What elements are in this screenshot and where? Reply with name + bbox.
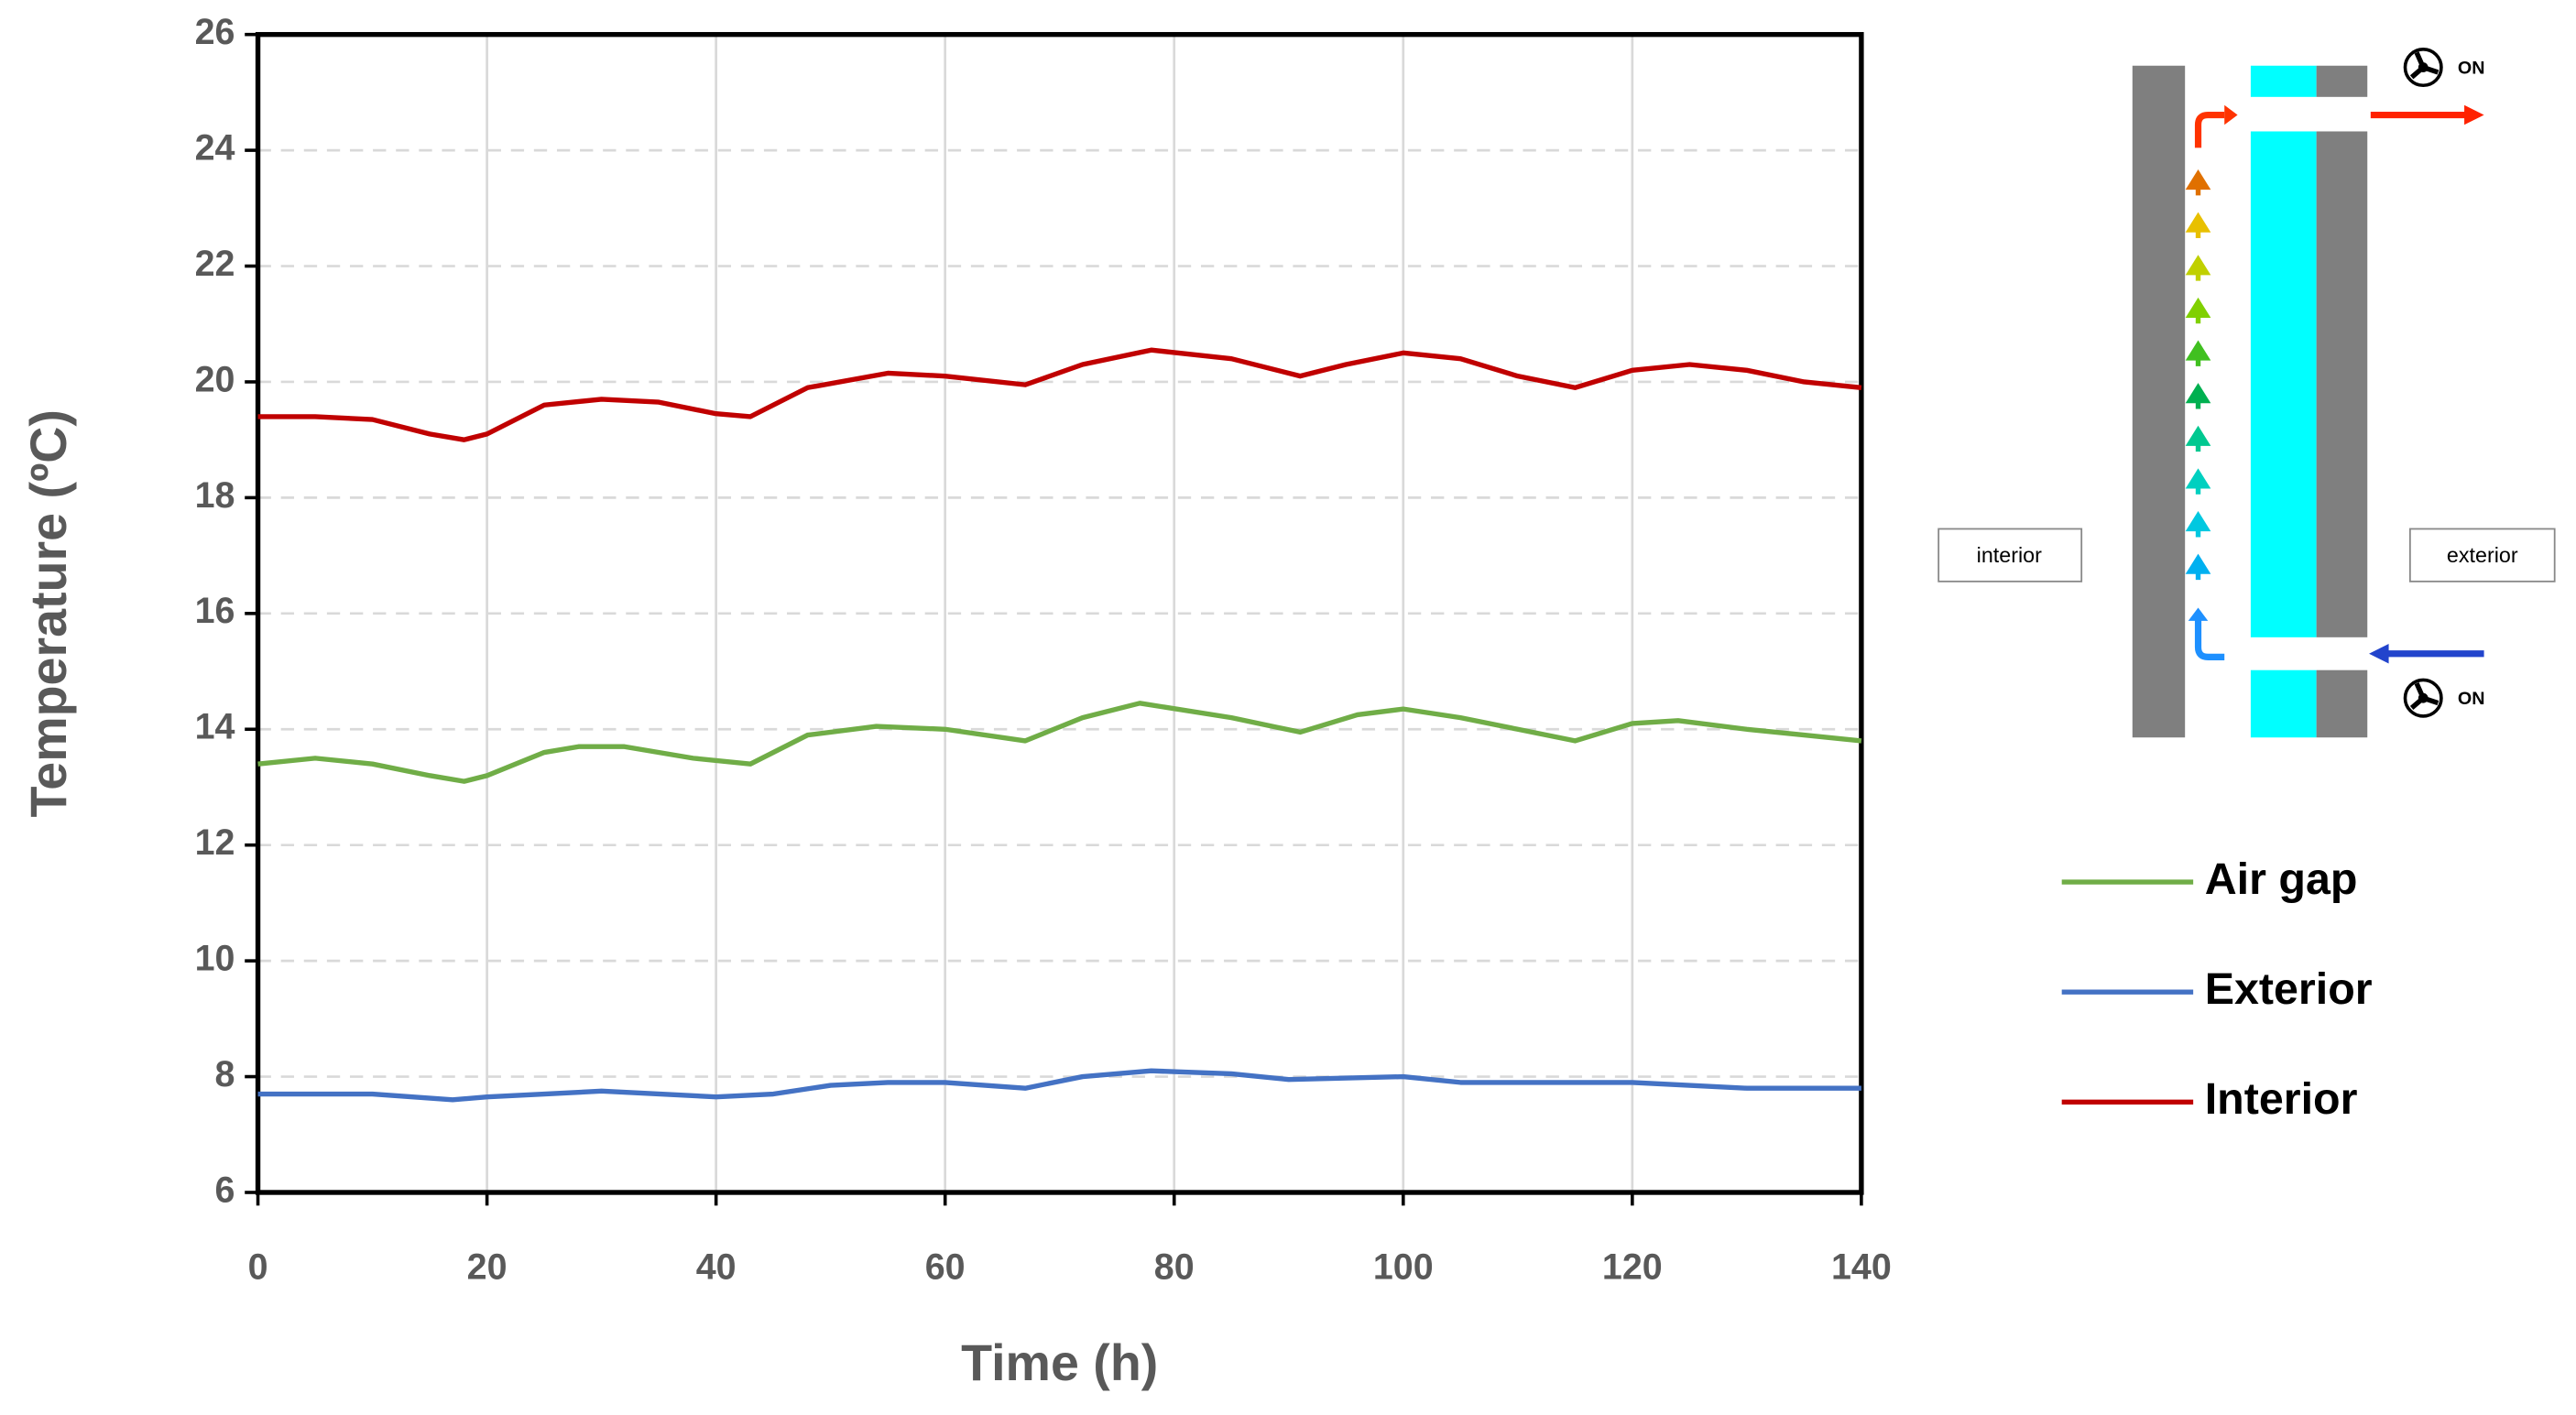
y-axis-title: Temperature (ºC): [20, 409, 77, 817]
arrowhead: [2188, 607, 2209, 621]
airflow-arrow: [2185, 297, 2211, 324]
x-tick-label: 100: [1373, 1247, 1434, 1288]
y-tick-label: 22: [195, 244, 235, 284]
airflow-arrow: [2185, 468, 2211, 495]
x-tick-label: 20: [467, 1247, 508, 1288]
data-line: [257, 347, 1862, 442]
exterior-label: exterior: [2447, 543, 2518, 567]
exterior-wall: [2316, 65, 2368, 97]
glass: [2250, 131, 2317, 637]
airflow-arrow: [2185, 553, 2211, 581]
x-tick-label: 40: [696, 1247, 737, 1288]
data-line: [257, 701, 1862, 784]
y-tick-label: 14: [195, 707, 235, 747]
diagram: ON ON interior exterior: [1937, 48, 2556, 738]
x-axis-title: Time (h): [961, 1334, 1158, 1391]
legend-label: Interior: [2205, 1074, 2358, 1124]
legend-label: Exterior: [2205, 964, 2373, 1014]
y-tick-label: 26: [195, 12, 235, 52]
data-line: [257, 1068, 1861, 1103]
arrowhead: [2224, 104, 2238, 125]
airflow-arrow: [2185, 511, 2211, 538]
y-tick-label: 24: [195, 128, 235, 169]
y-tick-label: 12: [195, 822, 235, 863]
plot-frame: [255, 31, 1864, 1195]
airflow-arrow: [2185, 425, 2211, 452]
x-tick-label: 0: [248, 1247, 268, 1288]
fan-label: ON: [2458, 59, 2485, 79]
arrowhead: [2369, 644, 2389, 664]
fan-icon: [2403, 48, 2443, 88]
y-tick-label: 18: [195, 475, 235, 516]
glass: [2250, 65, 2317, 97]
fan-label: ON: [2458, 689, 2485, 709]
interior-wall: [2132, 65, 2186, 738]
y-tick-label: 8: [215, 1054, 235, 1094]
x-tick-label: 140: [1831, 1247, 1892, 1288]
label-box: [1937, 528, 2083, 582]
x-tick-label: 60: [925, 1247, 966, 1288]
y-tick-label: 6: [215, 1170, 235, 1210]
y-tick-label: 10: [195, 939, 235, 979]
airflow-arrow: [2185, 255, 2211, 281]
x-tick-label: 120: [1602, 1247, 1663, 1288]
x-tick-label: 80: [1154, 1247, 1195, 1288]
airflow-arrows: [2185, 169, 2211, 581]
exterior-wall: [2316, 669, 2368, 738]
airflow-arrow: [2194, 617, 2225, 660]
airflow-arrow: [2185, 212, 2211, 239]
y-tick-label: 16: [195, 591, 235, 631]
legend-label: Air gap: [2205, 854, 2358, 904]
glass: [2250, 669, 2317, 738]
label-box: [2408, 528, 2556, 582]
y-tick-label: 20: [195, 359, 235, 399]
fan-icon: [2403, 678, 2443, 718]
airflow-arrow: [2194, 111, 2225, 148]
airflow-arrow: [2185, 340, 2211, 366]
airflow-arrow: [2185, 169, 2211, 196]
airflow-arrow: [2185, 383, 2211, 409]
interior-label: interior: [1977, 543, 2042, 567]
exterior-wall: [2316, 131, 2368, 637]
arrowhead: [2464, 104, 2484, 125]
